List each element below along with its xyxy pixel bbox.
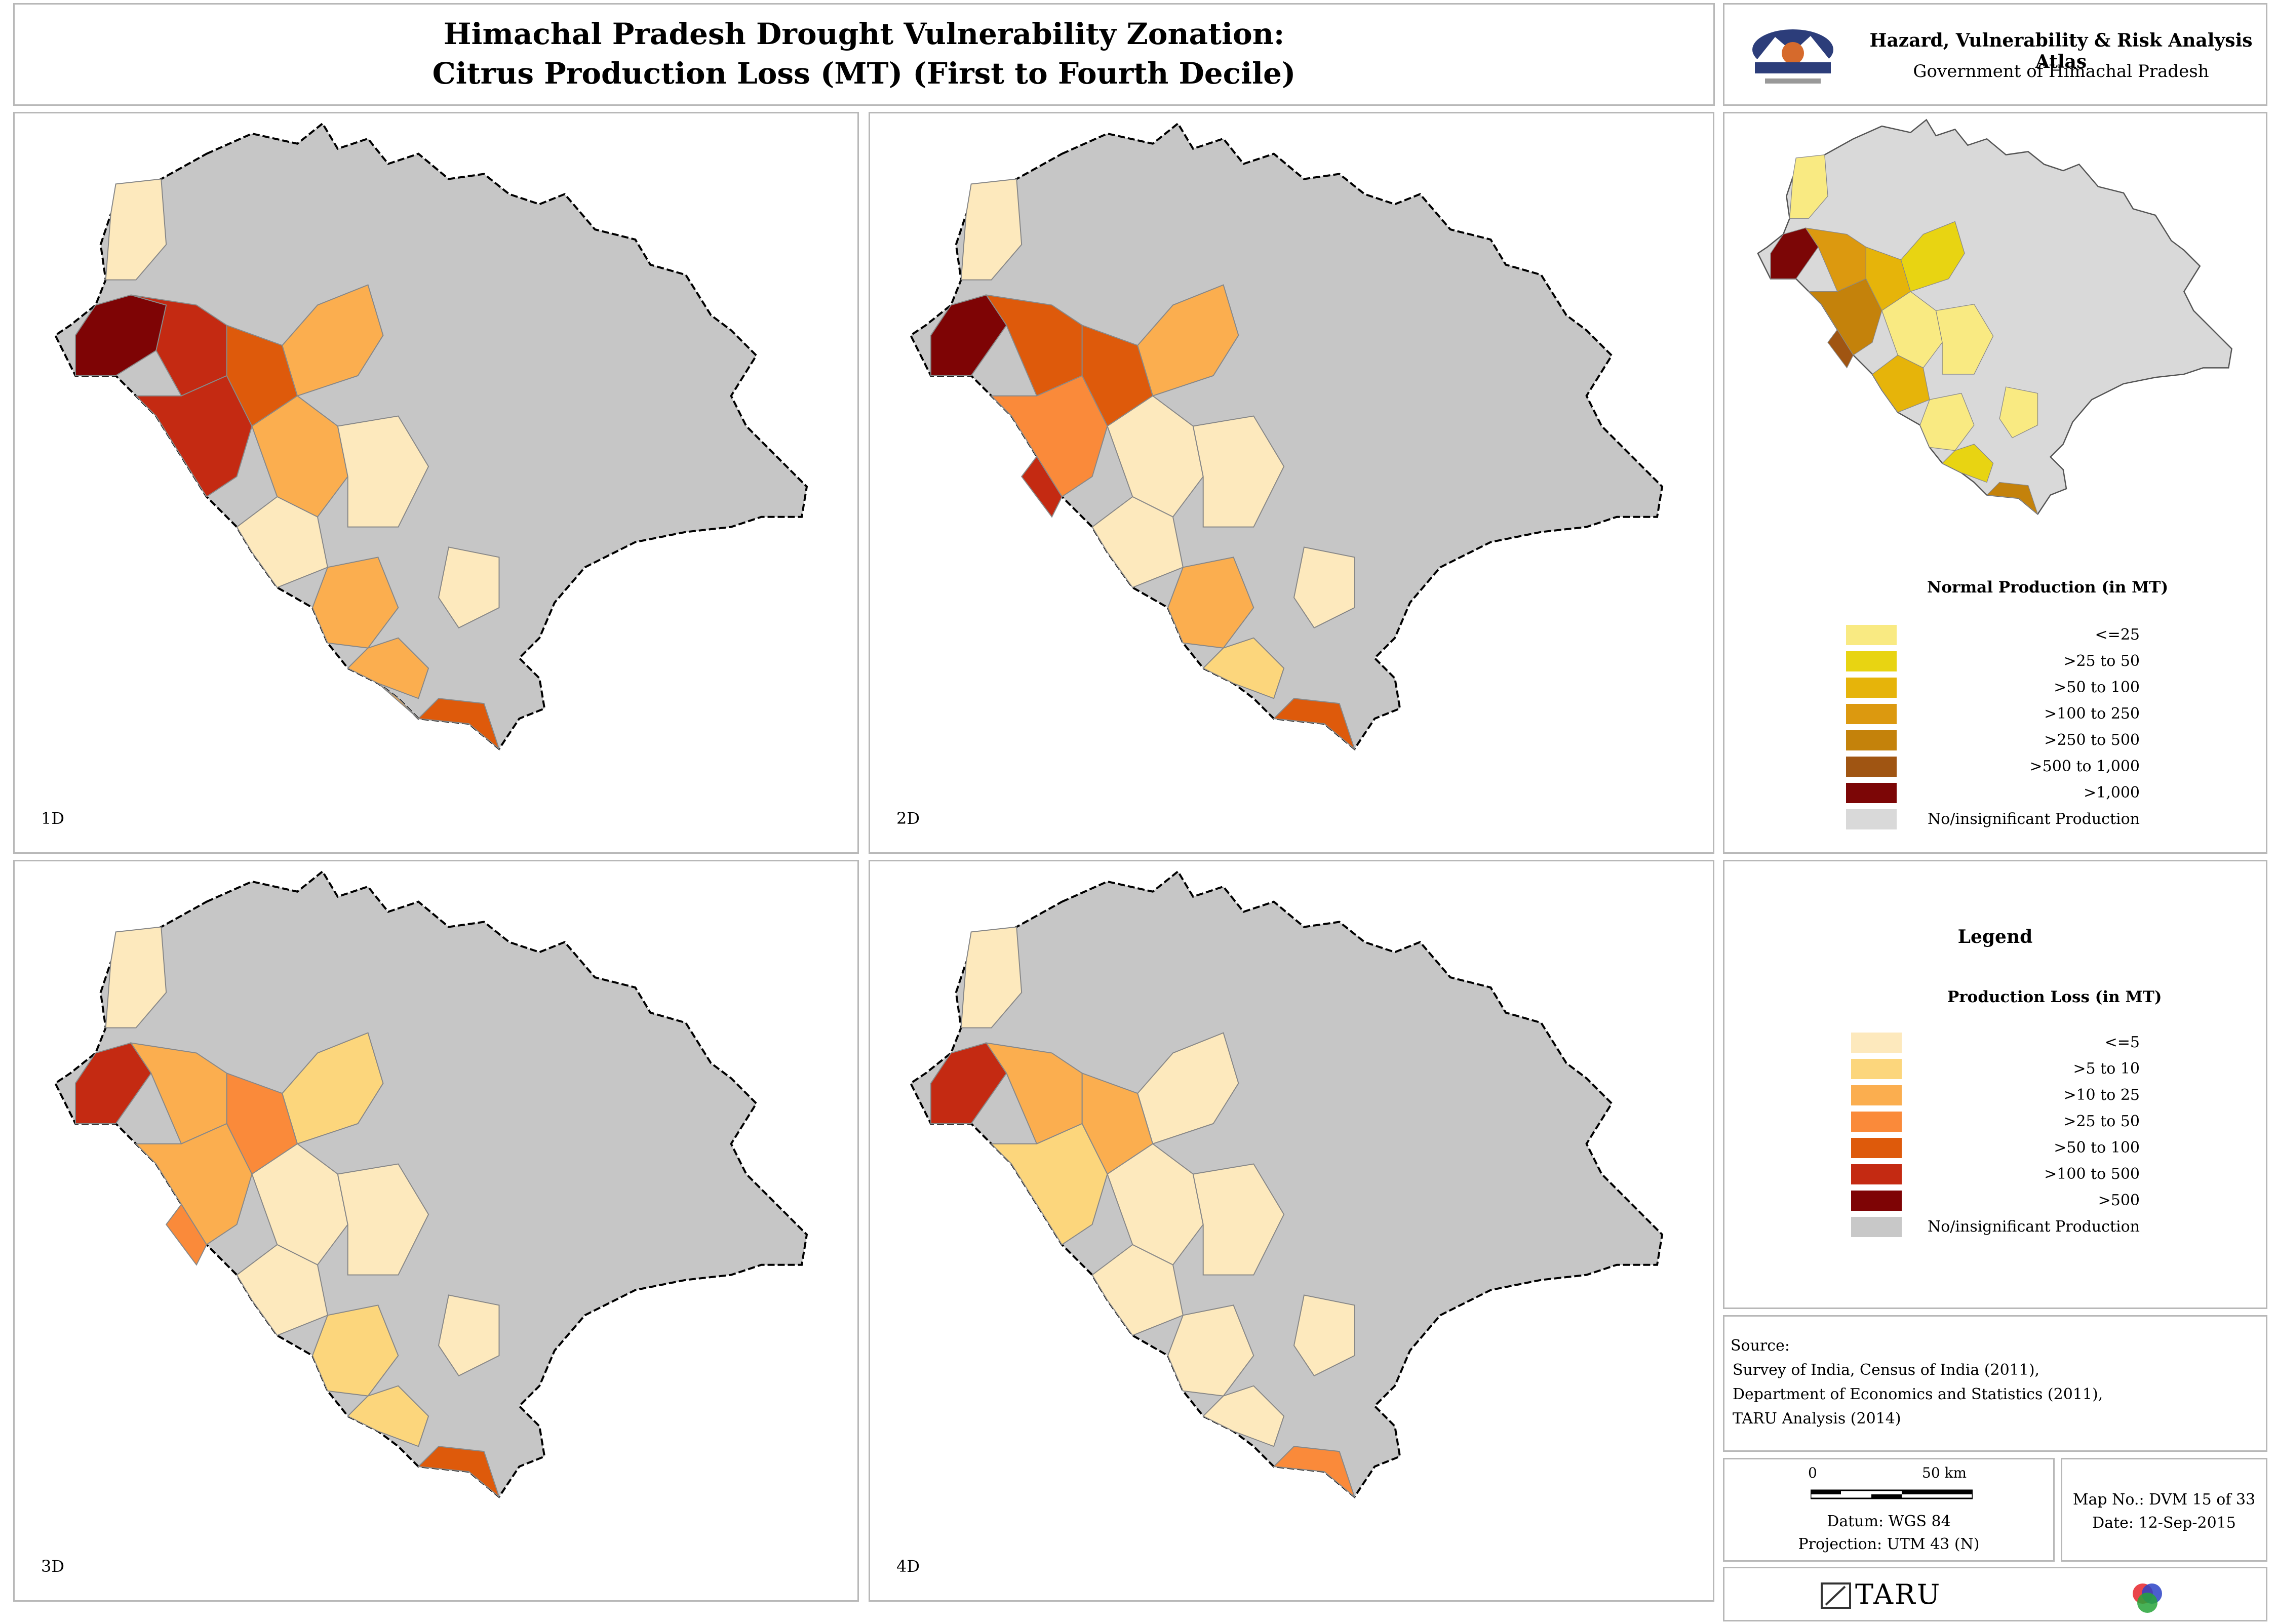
decile-map-3d	[54, 870, 808, 1498]
source-line: Survey of India, Census of India (2011),	[1733, 1361, 2040, 1379]
decile-label: 1D	[41, 809, 65, 828]
decile-map-2d	[910, 122, 1663, 750]
source-panel: Source: Survey of India, Census of India…	[1723, 1315, 2267, 1452]
government-emblem-icon	[1752, 29, 1833, 84]
legend-label: >5 to 10	[2073, 1060, 2140, 1078]
taru-logo-icon	[1821, 1582, 1851, 1609]
legend-row: No/insignificant Production	[1851, 1217, 2140, 1237]
scale-bar	[1811, 1489, 1973, 1499]
legend-label: >25 to 50	[2063, 652, 2140, 670]
atlas-subtitle: Government of Himachal Pradesh	[1913, 61, 2209, 82]
legend-swatch	[1851, 1033, 1902, 1053]
source-line: Department of Economics and Statistics (…	[1733, 1385, 2103, 1403]
map-title-line1: Himachal Pradesh Drought Vulnerability Z…	[443, 17, 1285, 51]
legend-label: >10 to 25	[2063, 1086, 2140, 1104]
map-panel-3d[interactable]: 3D	[13, 860, 859, 1602]
legend-label: No/insignificant Production	[1927, 810, 2140, 828]
source-heading: Source:	[1731, 1337, 1790, 1355]
legend-label: <=25	[2095, 626, 2140, 644]
legend-row: >100 to 500	[1851, 1164, 2140, 1184]
normal-production-panel: Normal Production (in MT) <=25 >25 to 50 >…	[1723, 112, 2267, 854]
scale-panel: 0 50 km Datum: WGS 84 Projection: UTM 43…	[1723, 1458, 2055, 1562]
legend-label: >1,000	[2083, 784, 2140, 802]
legend-swatch	[1851, 1164, 1902, 1184]
decile-map-4d	[910, 870, 1663, 1498]
decile-label: 4D	[896, 1557, 920, 1576]
legend-swatch	[1846, 783, 1897, 803]
map-title-line2: Citrus Production Loss (MT) (First to Fo…	[432, 56, 1296, 91]
legend-swatch	[1846, 809, 1897, 829]
source-line: TARU Analysis (2014)	[1733, 1410, 1901, 1428]
legend-label: >250 to 500	[2044, 731, 2140, 749]
legend-label: >500	[2098, 1192, 2140, 1209]
map-panel-1d[interactable]: 1D	[13, 112, 859, 854]
normal-production-map	[1757, 119, 2232, 516]
production-loss-title: Production Loss (in MT)	[1947, 988, 2162, 1006]
legend-label: >100 to 500	[2044, 1165, 2140, 1183]
scale-max: 50 km	[1922, 1464, 1967, 1481]
legend-row: >5 to 10	[1851, 1059, 2140, 1079]
scale-zero: 0	[1808, 1464, 1817, 1481]
legend-swatch	[1851, 1138, 1902, 1158]
legend-row: >1,000	[1846, 783, 2140, 803]
map-info-panel: Map No.: DVM 15 of 33 Date: 12-Sep-2015	[2061, 1458, 2267, 1562]
legend-row: <=25	[1846, 625, 2140, 645]
legend-swatch	[1851, 1217, 1902, 1237]
legend-row: >10 to 25	[1851, 1085, 2140, 1105]
legend-swatch	[1851, 1112, 1902, 1132]
legend-row: >100 to 250	[1846, 704, 2140, 724]
decile-map-1d	[54, 122, 808, 750]
legend-swatch	[1846, 625, 1897, 645]
atlas-title: Hazard, Vulnerability & Risk Analysis At…	[1869, 30, 2253, 72]
legend-swatch	[1851, 1191, 1902, 1211]
decile-label: 3D	[41, 1557, 65, 1576]
legend-row: <=5	[1851, 1033, 2140, 1053]
decile-label: 2D	[896, 809, 920, 828]
normal-production-title: Normal Production (in MT)	[1927, 578, 2169, 597]
datum: Datum: WGS 84	[1827, 1513, 1951, 1530]
legend-swatch	[1846, 730, 1897, 750]
legend-row: >50 to 100	[1846, 678, 2140, 698]
legend-row: >500 to 1,000	[1846, 757, 2140, 777]
legend-heading: Legend	[1957, 926, 2033, 947]
legend-label: >50 to 100	[2054, 679, 2140, 696]
legend-swatch	[1846, 704, 1897, 724]
map-number: Map No.: DVM 15 of 33	[2072, 1491, 2256, 1509]
legend-swatch	[1851, 1085, 1902, 1105]
title-panel: Himachal Pradesh Drought Vulnerability Z…	[13, 3, 1715, 106]
legend-row: >250 to 500	[1846, 730, 2140, 750]
taru-logo-text: TARU	[1855, 1578, 1942, 1610]
legend-label: >25 to 50	[2063, 1113, 2140, 1130]
map-panel-4d[interactable]: 4D	[869, 860, 1714, 1602]
map-date: Date: 12-Sep-2015	[2092, 1514, 2236, 1532]
legend-label: <=5	[2104, 1034, 2140, 1051]
atlas-panel: Hazard, Vulnerability & Risk Analysis At…	[1723, 3, 2267, 106]
legend-label: >50 to 100	[2054, 1139, 2140, 1157]
legend-label: >500 to 1,000	[2029, 758, 2140, 775]
legend-panel: Legend Production Loss (in MT) <=5 >5 to …	[1723, 860, 2267, 1309]
footer-panel: TARU	[1723, 1567, 2267, 1621]
legend-row: >50 to 100	[1851, 1138, 2140, 1158]
legend-row: >25 to 50	[1851, 1112, 2140, 1132]
legend-row: >25 to 50	[1846, 651, 2140, 671]
legend-label: No/insignificant Production	[1927, 1218, 2140, 1236]
legend-swatch	[1846, 757, 1897, 777]
legend-swatch	[1851, 1059, 1902, 1079]
rgb-circles-icon	[2133, 1583, 2162, 1613]
legend-label: >100 to 250	[2044, 705, 2140, 723]
legend-row: >500	[1851, 1191, 2140, 1211]
map-panel-2d[interactable]: 2D	[869, 112, 1714, 854]
legend-row: No/insignificant Production	[1846, 809, 2140, 829]
projection: Projection: UTM 43 (N)	[1798, 1535, 1980, 1553]
legend-swatch	[1846, 678, 1897, 698]
legend-swatch	[1846, 651, 1897, 671]
